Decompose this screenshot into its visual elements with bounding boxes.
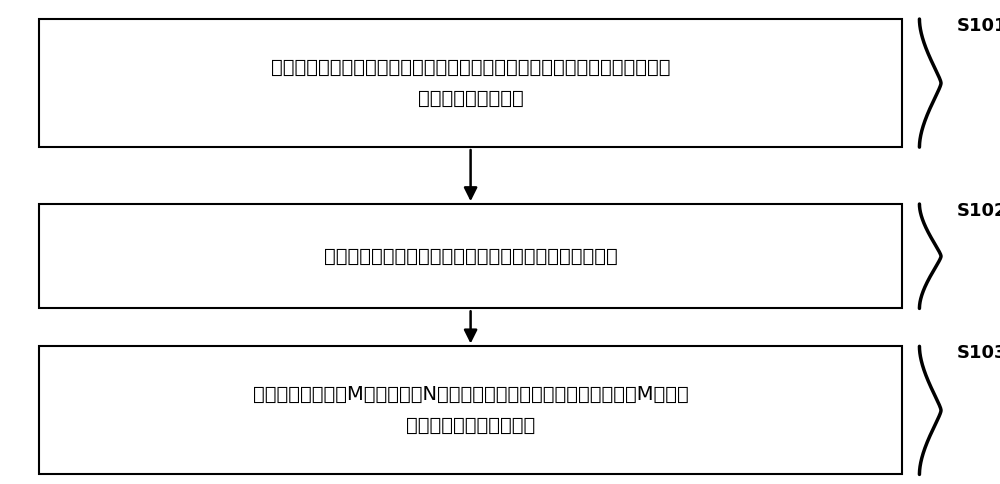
Text: 基站若检测出连续M个频点中的N个频点的噪声功率比大于阈值，则在该M个频点
的下行信道广播阻塞信息: 基站若检测出连续M个频点中的N个频点的噪声功率比大于阈值，则在该M个频点 的下行… [253, 385, 688, 436]
Text: 基站检测各授权频点的上行信号的噪声功率是否超过阈值: 基站检测各授权频点的上行信号的噪声功率是否超过阈值 [324, 247, 617, 266]
Text: S102: S102 [957, 202, 1000, 220]
Text: 基站在每个检测周期到达时，应用频谱感知技术测量小区内所有授权频点的上
行信号的噪声功率比: 基站在每个检测周期到达时，应用频谱感知技术测量小区内所有授权频点的上 行信号的噪… [271, 58, 670, 108]
Bar [39, 19, 902, 147]
Bar [39, 204, 902, 308]
Text: S101: S101 [957, 17, 1000, 35]
Text: S103: S103 [957, 344, 1000, 362]
Bar [39, 347, 902, 474]
